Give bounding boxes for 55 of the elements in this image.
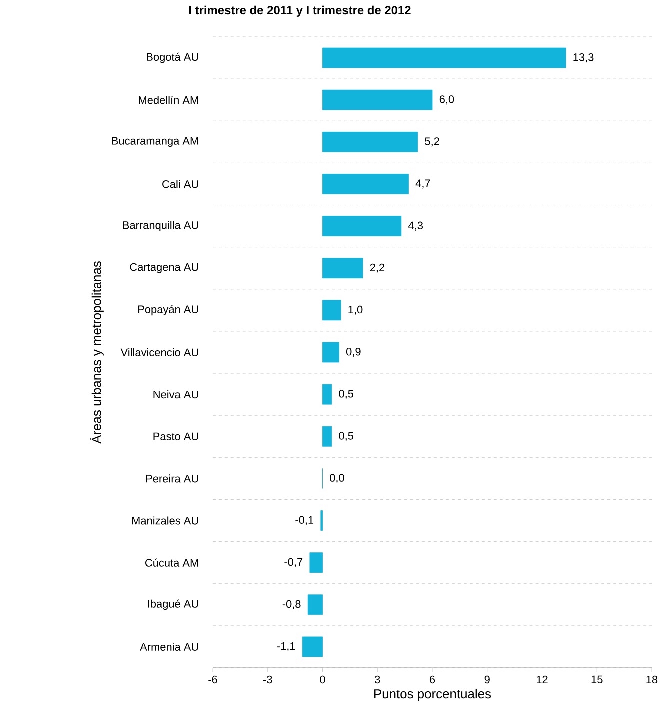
- bar: [310, 552, 324, 574]
- data-label: 13,3: [574, 54, 594, 63]
- data-label: 0,5: [339, 432, 354, 442]
- data-label: 4,7: [416, 180, 430, 189]
- x-tick-label: 18: [646, 676, 658, 684]
- data-label: 6,0: [440, 96, 454, 105]
- bar: [322, 174, 410, 194]
- y-tick-label: Pereira AU: [146, 474, 198, 483]
- y-tick-label: Armenia AU: [140, 642, 198, 651]
- y-tick-label: Bogotá AU: [147, 52, 198, 64]
- y-tick-label: Manizales AU: [132, 516, 198, 525]
- data-label: 5,2: [425, 138, 440, 147]
- data-label: -0,1: [296, 516, 314, 526]
- x-tick-label: 0: [320, 676, 326, 684]
- x-tick-label: 15: [592, 676, 603, 684]
- x-tick-label: -3: [264, 676, 272, 684]
- bar: [308, 594, 324, 616]
- x-tick-label: 9: [484, 676, 490, 684]
- bar: [322, 300, 342, 321]
- y-tick-label: Cali AU: [162, 180, 198, 188]
- data-label: 0,5: [339, 390, 354, 400]
- bar: [322, 48, 566, 68]
- y-tick-label: Villavicencio AU: [120, 348, 198, 357]
- bar: [322, 384, 332, 405]
- bar: [322, 90, 433, 110]
- y-tick-label: Medellín AM: [139, 96, 198, 104]
- y-tick-label: Popayán AU: [138, 305, 198, 316]
- data-label: 2,2: [370, 264, 385, 273]
- y-tick-label: Ibagué AU: [148, 600, 198, 610]
- bar: [322, 342, 340, 363]
- bar: [322, 132, 418, 152]
- y-tick-label: Barranquilla AU: [123, 221, 198, 232]
- x-axis-title: Puntos porcentuales: [374, 689, 492, 702]
- bar: [322, 216, 402, 236]
- y-tick-label: Neiva AU: [154, 390, 198, 399]
- chart-title: I trimestre de 2011 y I trimestre de 2012: [190, 6, 411, 17]
- y-tick-label: Cartagena AU: [130, 263, 198, 274]
- bar: [302, 636, 324, 658]
- data-label: -0,8: [282, 600, 301, 610]
- y-tick-label: Pasto AU: [154, 432, 198, 440]
- y-tick-label: Cúcuta AM: [146, 558, 198, 567]
- data-label: -1,1: [278, 642, 296, 652]
- y-axis-title: Áreas urbanas y metropolitanas: [90, 262, 104, 444]
- x-tick-label: -6: [208, 676, 218, 684]
- x-tick-label: 6: [430, 676, 436, 684]
- data-label: 1,0: [348, 306, 363, 315]
- x-tick-label: 12: [537, 676, 548, 684]
- bar: [322, 258, 364, 279]
- data-label: 4,3: [408, 222, 424, 231]
- x-tick-label: 3: [375, 676, 380, 684]
- y-tick-label: Bucaramanga AM: [112, 137, 198, 148]
- data-label: 0,0: [330, 474, 345, 484]
- data-label: -0,7: [284, 558, 303, 568]
- data-label: 0,9: [346, 348, 361, 358]
- bar: [322, 426, 332, 447]
